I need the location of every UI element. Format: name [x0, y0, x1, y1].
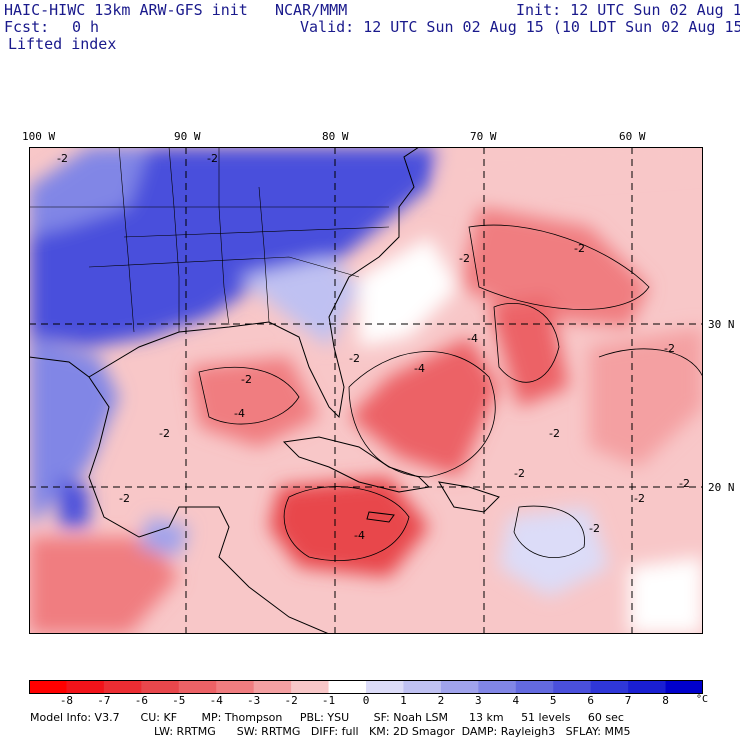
legend-swatch — [478, 680, 517, 694]
legend-swatch — [403, 680, 442, 694]
legend-tick-label: 6 — [587, 694, 594, 707]
lifted-index-map: -2 -2 -2 -2 -2 -4 -4 -4 -2 -4 -2 -2 -2 -… — [29, 147, 703, 634]
legend-swatch — [328, 680, 367, 694]
legend-tick-label: -2 — [284, 694, 298, 707]
legend-swatch — [366, 680, 404, 694]
contour-label: -2 — [514, 467, 525, 480]
legend-tick-label: 8 — [662, 694, 669, 707]
legend-tick-label: -1 — [321, 694, 336, 707]
contour-label: -2 — [159, 427, 170, 440]
legend-swatch — [29, 680, 67, 694]
lon-label-100w: 100 W — [22, 130, 56, 143]
model-title: HAIC-HIWC 13km ARW-GFS init — [4, 1, 248, 19]
legend-tick-label: -5 — [172, 694, 186, 707]
lat-label-20n: 20 N — [708, 481, 735, 494]
contour-label: -2 — [241, 373, 252, 386]
lon-label-60w: 60 W — [619, 130, 646, 143]
legend-tick-label: 7 — [624, 694, 632, 707]
contour-label: -4 — [354, 529, 365, 542]
legend-swatch — [216, 680, 255, 694]
legend-swatch — [66, 680, 105, 694]
contour-label: -2 — [459, 252, 470, 265]
contour-label: -2 — [349, 352, 360, 365]
legend-tick-label: -6 — [134, 694, 148, 707]
valid-time: Valid: 12 UTC Sun 02 Aug 15 (10 LDT Sun … — [300, 18, 740, 36]
legend-swatch — [628, 680, 667, 694]
lon-label-80w: 80 W — [322, 130, 349, 143]
forecast-label: Fcst: — [4, 18, 50, 36]
contour-label: -4 — [467, 332, 478, 345]
legend-tick-label: 0 — [362, 694, 370, 707]
legend-swatch — [440, 680, 479, 694]
field-name: Lifted index — [8, 35, 117, 53]
contour-label: -2 — [57, 152, 68, 165]
contour-label: -2 — [574, 242, 585, 255]
contour-label: -2 — [549, 427, 560, 440]
legend-swatch — [103, 680, 142, 694]
legend-tick-label: -3 — [247, 694, 261, 707]
legend-tick-label: 2 — [437, 694, 445, 707]
model-info-line2: LW: RRTMG SW: RRTMG DIFF: full KM: 2D Sm… — [154, 725, 631, 738]
legend-swatch — [553, 680, 592, 694]
contour-label: -2 — [119, 492, 130, 505]
contour-label: -2 — [634, 492, 645, 505]
contour-label: -2 — [664, 342, 675, 355]
init-time: Init: 12 UTC Sun 02 Aug 15 — [516, 1, 740, 19]
contour-label: -2 — [589, 522, 600, 535]
color-scale-legend — [29, 680, 703, 694]
contour-label: -4 — [414, 362, 425, 375]
legend-tick-label: -7 — [97, 694, 111, 707]
contour-label: -2 — [207, 152, 218, 165]
legend-swatch — [515, 680, 554, 694]
legend-swatch — [178, 680, 217, 694]
legend-swatch — [291, 680, 330, 694]
forecast-hour: 0 h — [72, 18, 100, 36]
lon-label-90w: 90 W — [174, 130, 201, 143]
legend-swatch — [590, 680, 629, 694]
legend-swatch — [141, 680, 180, 694]
legend-swatch — [665, 680, 703, 694]
legend-tick-label: 3 — [475, 694, 482, 707]
legend-unit: °C — [696, 694, 709, 705]
legend-tick-label: 4 — [512, 694, 520, 707]
legend-swatch — [253, 680, 292, 694]
contour-label: -2 — [679, 477, 690, 490]
legend-tick-label: 1 — [400, 694, 407, 707]
lon-label-70w: 70 W — [470, 130, 497, 143]
contour-label: -4 — [234, 407, 245, 420]
legend-tick-label: 5 — [549, 694, 557, 707]
model-info-line1: Model Info: V3.7 CU: KF MP: Thompson PBL… — [30, 711, 624, 724]
legend-tick-label: -4 — [209, 694, 223, 707]
center-label: NCAR/MMM — [275, 1, 348, 19]
legend-tick-label: -8 — [59, 694, 74, 707]
lat-label-30n: 30 N — [708, 318, 735, 331]
